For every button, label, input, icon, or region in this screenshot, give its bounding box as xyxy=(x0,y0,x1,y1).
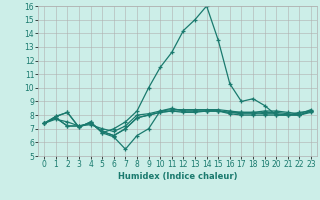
X-axis label: Humidex (Indice chaleur): Humidex (Indice chaleur) xyxy=(118,172,237,181)
